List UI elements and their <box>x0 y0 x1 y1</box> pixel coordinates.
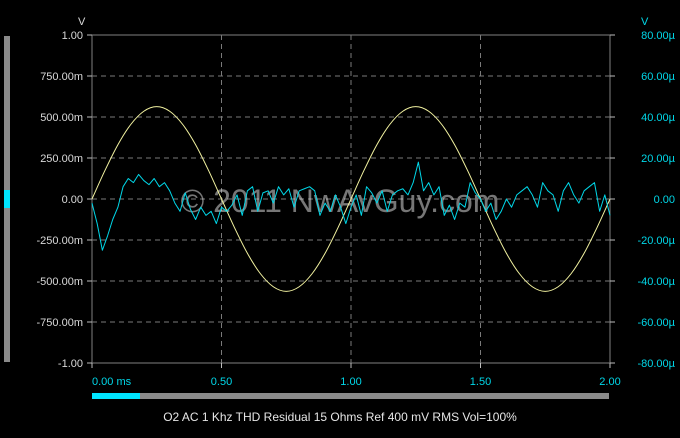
right-tick-label: -40.00µ <box>637 276 675 288</box>
left-tick-label: -250.00m <box>37 235 83 247</box>
right-tick-label: -60.00µ <box>637 317 675 329</box>
left-tick-label: 250.00m <box>40 153 83 165</box>
left-tick-label: 1.00 <box>62 30 83 42</box>
left-tick-label: 0.00 <box>62 194 83 206</box>
left-tick-label: 750.00m <box>40 71 83 83</box>
x-tick-label: 2.00 <box>599 376 620 388</box>
right-tick-label: 60.00µ <box>641 71 676 83</box>
left-axis: 1.00 750.00m 500.00m 250.00m 0.00 -250.00m -50… <box>37 30 92 370</box>
left-tick-label: -500.00m <box>37 276 83 288</box>
left-tick-label: -1.00 <box>58 358 83 370</box>
right-tick-label: -20.00µ <box>637 235 675 247</box>
right-axis: 80.00µ 60.00µ 40.00µ 20.00µ 0.00 -20.00µ -40.0… <box>610 30 676 370</box>
left-tick-label: 500.00m <box>40 112 83 124</box>
reference-sine-trace <box>91 106 611 292</box>
series-layer <box>91 106 611 292</box>
vertical-offset-handle[interactable] <box>4 190 10 208</box>
x-tick-label: 0.50 <box>211 376 232 388</box>
time-scrollbar-thumb[interactable] <box>92 393 140 399</box>
x-axis: 0.00 ms 0.50 1.00 1.50 2.00 <box>91 363 621 388</box>
residual-trace <box>91 161 611 251</box>
right-tick-label: 20.00µ <box>641 153 676 165</box>
x-tick-label: 1.50 <box>470 376 491 388</box>
left-tick-label: -750.00m <box>37 317 83 329</box>
time-scrollbar[interactable] <box>92 393 609 399</box>
right-tick-label: 80.00µ <box>641 30 676 42</box>
left-unit-label: V <box>78 16 86 28</box>
x-tick-label: 0.00 ms <box>92 376 132 388</box>
right-tick-label: -80.00µ <box>637 358 675 370</box>
chart-caption: O2 AC 1 Khz THD Residual 15 Ohms Ref 400… <box>163 410 517 424</box>
right-tick-label: 0.00 <box>654 194 675 206</box>
right-unit-label: V <box>641 16 649 28</box>
right-tick-label: 40.00µ <box>641 112 676 124</box>
x-tick-label: 1.00 <box>340 376 361 388</box>
